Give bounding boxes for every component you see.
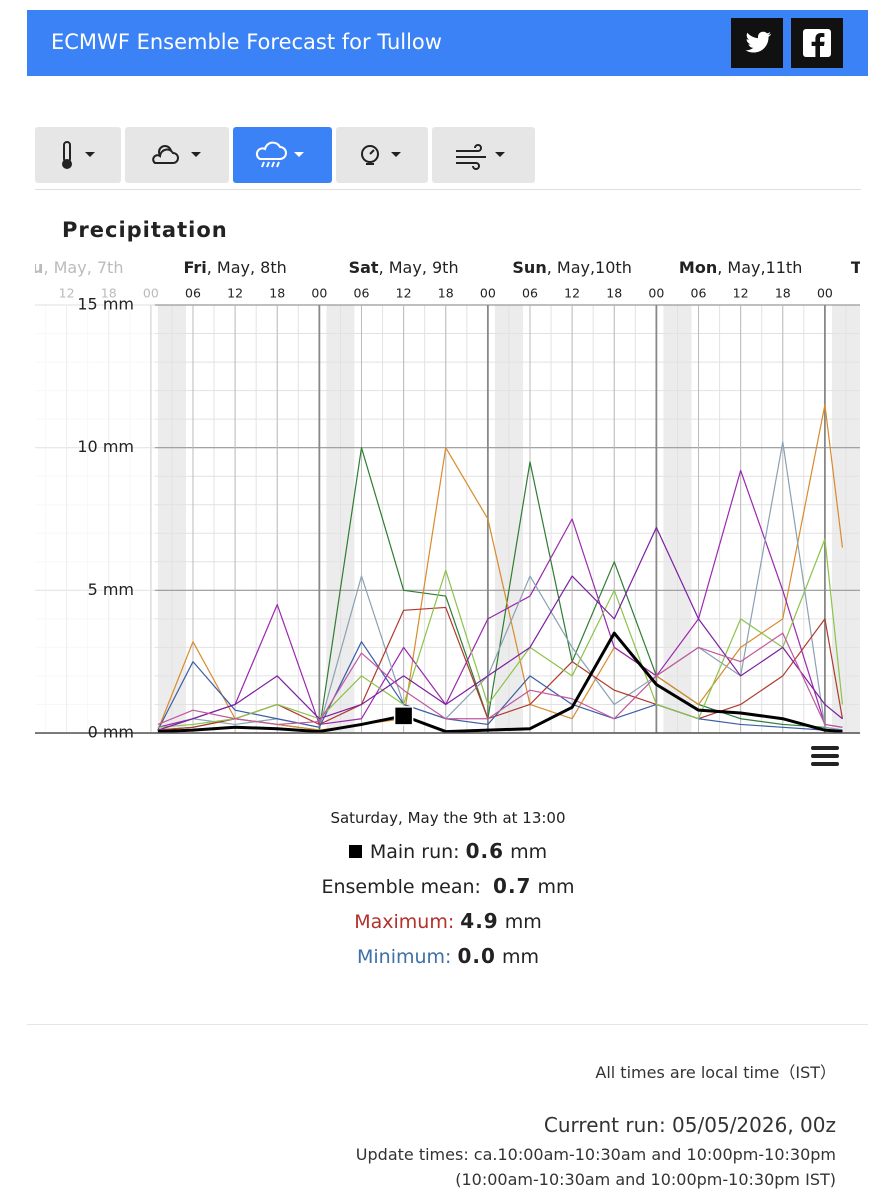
x-tick-label: 18	[438, 286, 454, 301]
x-tick-label: 00	[143, 286, 159, 301]
ensemble-line	[157, 632, 843, 728]
day-date: , May,11th	[717, 258, 802, 277]
x-tick-label: 06	[691, 286, 707, 301]
twitter-button[interactable]	[731, 18, 783, 68]
facebook-icon	[803, 29, 831, 57]
tab-icon	[152, 145, 201, 164]
chart-title: Precipitation	[62, 218, 228, 242]
ensemble-line	[157, 526, 843, 731]
day-label: Tue, May,12th	[851, 258, 896, 277]
pressure-tab[interactable]	[336, 127, 428, 183]
x-tick-label: 12	[396, 286, 412, 301]
x-tick-label: 18	[775, 286, 791, 301]
day-label: Mon, May,11th	[679, 258, 802, 277]
x-tick-label: 06	[354, 286, 370, 301]
ensemble-line	[157, 469, 843, 728]
day-weekday: Tue	[851, 258, 883, 277]
x-tick-label: 12	[227, 286, 243, 301]
tooltip-row: Ensemble mean: 0.7 mm	[0, 874, 896, 898]
tooltip-label: Ensemble mean:	[321, 876, 481, 898]
day-date: , May,12th	[882, 258, 896, 277]
ensemble-line	[157, 441, 843, 731]
x-tick-label: 06	[522, 286, 538, 301]
tooltip-time: Saturday, May the 9th at 13:00	[330, 809, 566, 827]
day-label: Thu, May, 7th	[10, 258, 124, 277]
ensemble-line	[157, 538, 844, 728]
day-date: , May, 8th	[207, 258, 287, 277]
day-weekday: Fri	[183, 258, 206, 277]
x-tick-label: 18	[101, 286, 117, 301]
separator	[27, 1024, 868, 1025]
tab-icon	[62, 141, 95, 169]
tooltip-unit: mm	[504, 911, 542, 933]
x-tick-label: 06	[185, 286, 201, 301]
tooltip-row: Main run: 0.6 mm	[0, 839, 896, 863]
update-times-ist: (10:00am-10:30am and 10:00pm-10:30pm IST…	[455, 1170, 836, 1189]
twitter-icon	[745, 31, 772, 53]
cloud-tab[interactable]	[125, 127, 229, 183]
day-label: Sat, May, 9th	[349, 258, 459, 277]
x-tick-label: 18	[269, 286, 285, 301]
main-run-swatch	[348, 845, 362, 858]
day-date: , May, 7th	[43, 258, 123, 277]
precipitation-tab[interactable]	[233, 127, 332, 183]
ensemble-line	[157, 641, 843, 731]
x-tick-label: 00	[311, 286, 327, 301]
plot-area	[35, 295, 860, 734]
x-tick-label: 12	[564, 286, 580, 301]
past-fade	[35, 295, 155, 733]
y-tick-label: 5 mm	[88, 580, 134, 599]
tooltip-label: Minimum:	[356, 946, 452, 968]
timezone-note: All times are local time（IST）	[595, 1063, 836, 1082]
y-tick-label: 0 mm	[88, 723, 134, 742]
tooltip-label: Maximum:	[354, 911, 455, 933]
tab-icon	[255, 141, 304, 168]
menu-button[interactable]	[811, 746, 839, 766]
x-tick-label: 00	[817, 286, 833, 301]
x-tick-label: 12	[59, 286, 75, 301]
current-run: Current run: 05/05/2026, 00z	[543, 1113, 836, 1137]
tooltip-row: Maximum: 4.9 mm	[0, 909, 896, 933]
tooltip-value: 4.9	[460, 909, 499, 933]
day-date: , May, 9th	[379, 258, 459, 277]
tooltip-label: Main run:	[369, 841, 460, 863]
y-tick-label: 15 mm	[77, 295, 134, 314]
tooltip-unit: mm	[537, 876, 575, 898]
tooltip-value: 0.7	[493, 874, 532, 898]
x-tick-label: 00	[648, 286, 664, 301]
page-title: ECMWF Ensemble Forecast for Tullow	[51, 30, 442, 54]
x-tick-label: 18	[606, 286, 622, 301]
y-tick-label: 10 mm	[77, 437, 134, 456]
tooltip-unit: mm	[501, 946, 539, 968]
day-date: , May,10th	[547, 258, 632, 277]
tooltip-value: 0.0	[457, 944, 496, 968]
tab-icon	[456, 144, 505, 170]
day-weekday: Sun	[512, 258, 546, 277]
tooltip-row: Minimum: 0.0 mm	[0, 944, 896, 968]
header: ECMWF Ensemble Forecast for Tullow	[27, 10, 868, 76]
hover-marker	[393, 706, 414, 726]
x-axis-labels: 12 18 00 06 12 18 00 06 12 18 00 06 12 18 00 06 12 18 00 Th…	[10, 258, 896, 301]
update-times: Update times: ca.10:00am-10:30am and 10:…	[355, 1145, 836, 1164]
main-run-line	[157, 631, 843, 734]
day-label: Fri, May, 8th	[183, 258, 286, 277]
tooltip-unit: mm	[510, 841, 548, 863]
x-tick-label: 00	[480, 286, 496, 301]
day-weekday: Mon	[679, 258, 717, 277]
tab-icon	[361, 145, 401, 165]
temperature-tab[interactable]	[35, 127, 121, 183]
x-tick-label: 12	[733, 286, 749, 301]
day-label: Sun, May,10th	[512, 258, 631, 277]
day-weekday: Sat	[349, 258, 379, 277]
toolbar	[35, 127, 861, 190]
wind-tab[interactable]	[432, 127, 535, 183]
facebook-button[interactable]	[791, 18, 843, 68]
tooltip-value: 0.6	[465, 839, 505, 863]
day-weekday: Thu	[10, 258, 44, 277]
